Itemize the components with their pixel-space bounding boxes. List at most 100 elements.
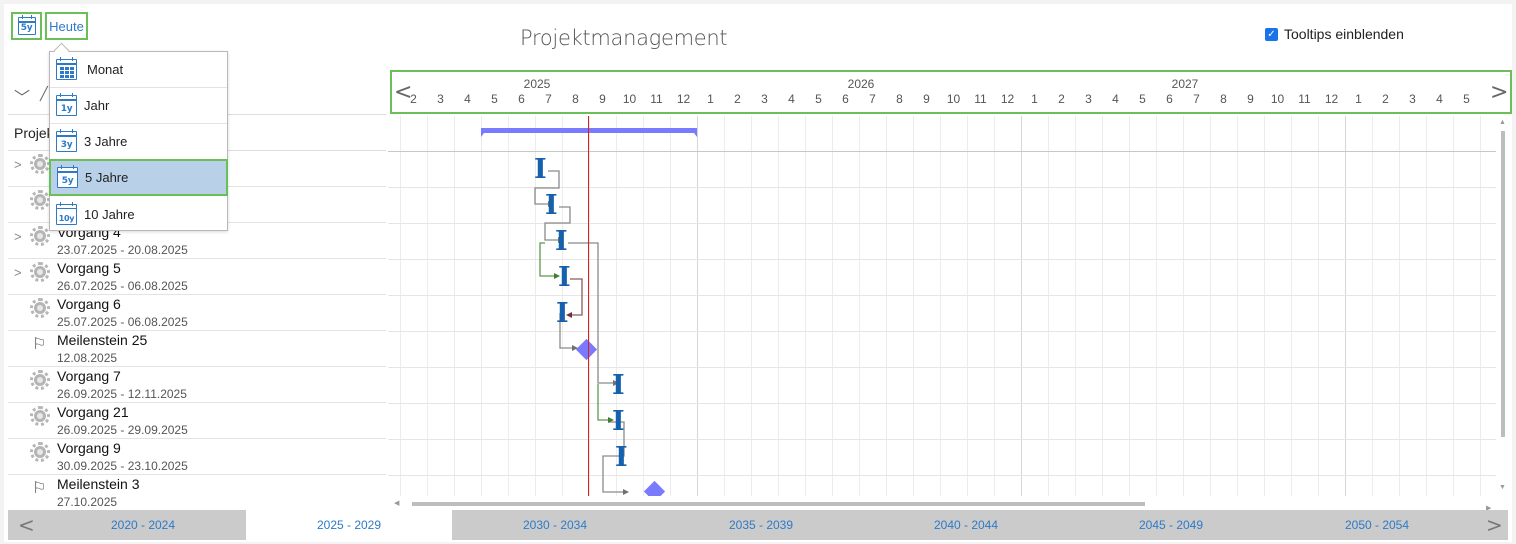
horizontal-scrollbar-thumb[interactable] <box>412 502 1145 506</box>
month-label: 8 <box>1220 92 1227 106</box>
menu-item-month[interactable]: Monat <box>50 52 227 88</box>
month-label: 5 <box>491 92 498 106</box>
grid-line <box>1291 116 1292 496</box>
month-label: 1 <box>1355 92 1362 106</box>
collapse-all-icon[interactable]: ﹀ <box>14 90 31 107</box>
month-label: 2 <box>734 92 741 106</box>
tooltips-toggle[interactable]: ✓ Tooltips einblenden <box>1265 26 1404 42</box>
grid-line <box>616 116 617 496</box>
month-label: 3 <box>1409 92 1416 106</box>
task-row[interactable]: Vorgang 6 25.07.2025 - 06.08.2025 <box>8 295 386 331</box>
month-label: 4 <box>464 92 471 106</box>
grid-line <box>1426 116 1427 496</box>
task-bar[interactable]: I <box>534 154 547 185</box>
grid-line <box>1399 116 1400 496</box>
row-line <box>388 187 1496 188</box>
period-item[interactable]: 2020 - 2024 <box>110 518 176 532</box>
task-bar[interactable]: I <box>545 190 558 221</box>
task-bar[interactable]: I <box>612 406 625 437</box>
expand-row-icon[interactable]: > <box>14 265 22 280</box>
grid-line <box>1210 116 1211 496</box>
calendar-3y-icon: 3y <box>56 129 77 152</box>
scroll-down-arrow-icon[interactable]: ▼ <box>1499 484 1506 491</box>
period-next-icon[interactable]: > <box>1486 513 1503 537</box>
task-gear-icon <box>30 154 50 174</box>
month-label: 4 <box>1112 92 1119 106</box>
task-row[interactable]: > Vorgang 5 26.07.2025 - 06.08.2025 <box>8 259 386 295</box>
today-label: Heute <box>49 18 84 34</box>
expand-row-icon[interactable]: > <box>14 229 22 244</box>
period-item[interactable]: 2045 - 2049 <box>1138 518 1204 532</box>
task-row[interactable]: Vorgang 7 26.09.2025 - 12.11.2025 <box>8 367 386 403</box>
expand-all-icon[interactable]: ╱ <box>40 86 48 101</box>
scroll-right-arrow-icon[interactable]: ▶ <box>1486 505 1492 512</box>
month-label: 5 <box>1139 92 1146 106</box>
timeline-prev-icon[interactable]: < <box>394 80 413 105</box>
task-row[interactable]: ⚐ Meilenstein 25 12.08.2025 <box>8 331 386 367</box>
menu-item-5-years[interactable]: 5y 5 Jahre <box>49 159 228 196</box>
timeline-next-icon[interactable]: > <box>1490 80 1509 105</box>
dependency-links <box>534 170 629 495</box>
task-name: Vorgang 21 <box>57 404 129 420</box>
menu-item-3-years[interactable]: 3y 3 Jahre <box>50 124 227 160</box>
grid-line <box>1156 116 1157 496</box>
grid-line <box>913 116 914 496</box>
grid-line <box>481 116 482 496</box>
month-label: 1 <box>1031 92 1038 106</box>
expand-row-icon[interactable]: > <box>14 157 22 172</box>
task-row[interactable]: ⚐ Meilenstein 3 27.10.2025 <box>8 475 386 511</box>
grid-line <box>967 116 968 496</box>
grid-line <box>724 116 725 496</box>
period-item[interactable]: 2025 - 2029 <box>246 510 452 540</box>
task-gear-icon <box>30 226 50 246</box>
task-bar[interactable]: I <box>615 442 628 473</box>
grid-line <box>886 116 887 496</box>
task-row[interactable]: Vorgang 9 30.09.2025 - 23.10.2025 <box>8 439 386 475</box>
month-label: 9 <box>1247 92 1254 106</box>
task-bar[interactable]: I <box>555 226 568 257</box>
month-label: 5 <box>815 92 822 106</box>
menu-item-10-years[interactable]: 10y 10 Jahre <box>50 196 227 232</box>
grid-line <box>994 116 995 496</box>
grid-line <box>940 116 941 496</box>
grid-line <box>427 116 428 496</box>
period-item[interactable]: 2030 - 2034 <box>522 518 588 532</box>
task-bar[interactable]: I <box>556 298 569 329</box>
grid-line <box>1102 116 1103 496</box>
period-item[interactable]: 2035 - 2039 <box>728 518 794 532</box>
period-prev-icon[interactable]: < <box>18 513 35 537</box>
task-name: Vorgang 6 <box>57 296 121 312</box>
task-gear-icon <box>30 442 50 462</box>
task-row[interactable]: Vorgang 21 26.09.2025 - 29.09.2025 <box>8 403 386 439</box>
project-summary-bar[interactable] <box>481 128 697 137</box>
task-bar[interactable]: I <box>612 370 625 401</box>
today-button[interactable]: Heute <box>45 12 88 40</box>
grid-line <box>1480 116 1481 496</box>
page-title: Projektmanagement <box>520 26 728 50</box>
today-line <box>588 116 589 496</box>
month-label: 4 <box>788 92 795 106</box>
view-mode-button[interactable]: 5y <box>11 12 42 40</box>
task-name: Vorgang 9 <box>57 440 121 456</box>
tooltips-checkbox[interactable]: ✓ <box>1265 27 1278 41</box>
milestone-flag-icon: ⚐ <box>32 480 47 497</box>
task-bar[interactable]: I <box>558 262 571 293</box>
period-item[interactable]: 2040 - 2044 <box>933 518 999 532</box>
row-line <box>388 475 1496 476</box>
scroll-left-arrow-icon[interactable]: ◀ <box>394 500 400 507</box>
task-name: Vorgang 7 <box>57 368 121 384</box>
menu-item-year[interactable]: 1y Jahr <box>50 88 227 124</box>
grid-line <box>859 116 860 496</box>
month-label: 8 <box>572 92 579 106</box>
month-label: 12 <box>1324 92 1339 106</box>
month-label: 9 <box>923 92 930 106</box>
period-item[interactable]: 2050 - 2054 <box>1344 518 1410 532</box>
milestone-flag-icon: ⚐ <box>32 336 47 353</box>
year-label: 2026 <box>847 77 875 91</box>
grid-line <box>1021 116 1022 496</box>
root-row-label: Projekt <box>14 125 58 141</box>
grid-line <box>454 116 455 496</box>
scroll-up-arrow-icon[interactable]: ▲ <box>1499 119 1506 126</box>
tooltips-label: Tooltips einblenden <box>1284 26 1404 42</box>
vertical-scrollbar-thumb[interactable] <box>1501 131 1505 437</box>
